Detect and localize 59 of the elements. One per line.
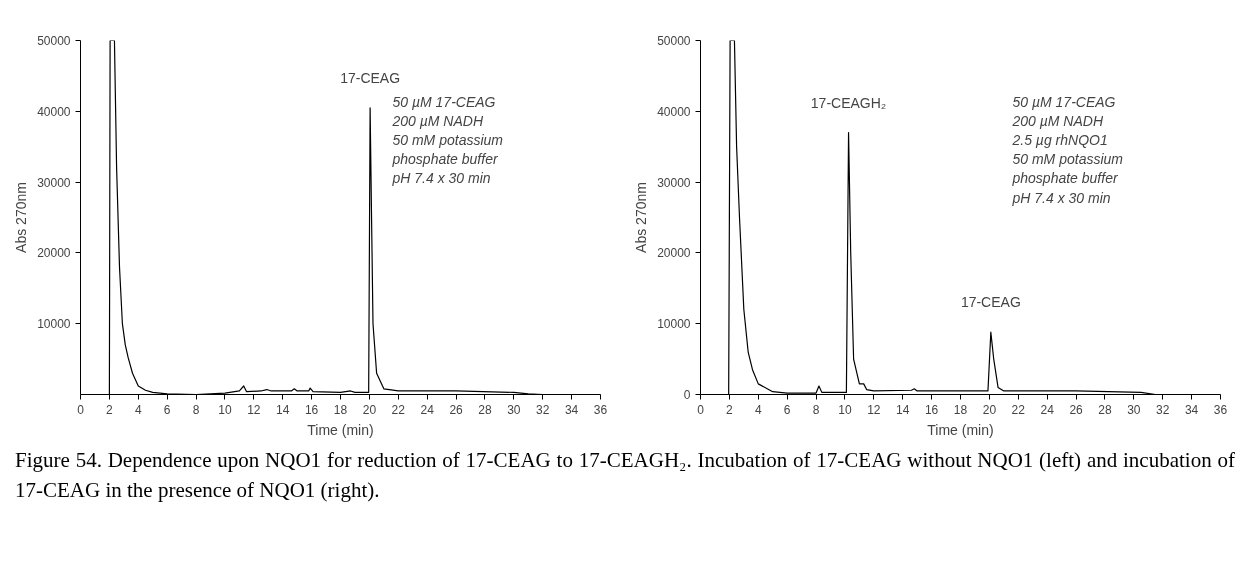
x-tick-label: 14 (276, 402, 290, 417)
x-tick-label: 8 (812, 402, 820, 417)
x-tick-label: 26 (449, 402, 464, 417)
annotation: 17-CEAG (340, 69, 401, 86)
caption: Figure 54. Dependence upon NQO1 for reduction of 17-CEAG to 17-CEAGH₂. Incubation of 17-CEAG without NQO1 (left) and incubation of 17-CEAG in the presence of NQO1 (right). (15, 447, 1235, 504)
x-tick-label: 30 (1127, 402, 1141, 417)
x-tick-label: 36 (593, 402, 608, 417)
x-tick-label: 30 (507, 402, 521, 417)
x-tick-label: 16 (924, 402, 939, 417)
y-tick-label: 30000 (37, 175, 71, 190)
x-tick-label: 20 (982, 402, 997, 417)
x-tick-label: 24 (1040, 402, 1055, 417)
x-tick-label: 14 (896, 402, 910, 417)
x-tick-label: 32 (536, 402, 550, 417)
x-tick-label: 36 (1213, 402, 1228, 417)
y-tick-label: 0 (683, 388, 691, 402)
x-tick-label: 8 (192, 402, 200, 417)
y-tick-label: 10000 (657, 317, 691, 332)
x-tick-label: 12 (867, 402, 881, 417)
x-tick-label: 18 (953, 402, 968, 417)
x-tick-label: 2 (726, 402, 734, 417)
y-axis-title: Abs 270nm (633, 182, 650, 253)
y-tick-label: 50000 (37, 34, 71, 48)
x-tick-label: 18 (333, 402, 348, 417)
x-tick-label: 0 (77, 402, 85, 417)
y-tick-label: 50000 (657, 34, 691, 48)
x-tick-label: 34 (564, 402, 579, 417)
x-tick-label: 22 (391, 402, 406, 417)
y-tick-label: 10000 (37, 317, 71, 332)
x-axis-title: Time (min) (927, 421, 994, 438)
annotation: 17-CEAG (960, 294, 1021, 311)
y-tick-label: 20000 (37, 246, 71, 261)
y-axis-title: Abs 270nm (13, 182, 30, 253)
x-tick-label: 28 (1098, 402, 1112, 417)
y-tick-label: 40000 (657, 104, 691, 119)
x-tick-label: 10 (838, 402, 852, 417)
x-tick-label: 0 (697, 402, 705, 417)
x-axis-title: Time (min) (307, 421, 374, 438)
annotation: 50 µM 17-CEAG 200 µM NADH 2.5 µg rhNQO1 50 mM potassium phosphate buffer pH 7.4 x 30 min (1011, 93, 1124, 206)
annotation: 50 µM 17-CEAG 200 µM NADH 50 mM potassium phosphate buffer pH 7.4 x 30 min (391, 93, 504, 187)
y-tick-label: 40000 (37, 104, 71, 119)
x-tick-label: 22 (1011, 402, 1026, 417)
y-tick-label: 20000 (657, 246, 691, 261)
x-tick-label: 24 (420, 402, 435, 417)
x-tick-label: 4 (134, 402, 142, 417)
x-tick-label: 2 (106, 402, 114, 417)
x-tick-label: 20 (362, 402, 377, 417)
x-tick-label: 26 (1069, 402, 1084, 417)
annotation: 17-CEAGH₂ (810, 94, 887, 111)
x-tick-label: 28 (478, 402, 492, 417)
y-tick-label: 30000 (657, 175, 691, 190)
x-tick-label: 32 (1156, 402, 1170, 417)
x-tick-label: 34 (1184, 402, 1199, 417)
x-tick-label: 12 (247, 402, 261, 417)
x-tick-label: 4 (754, 402, 762, 417)
x-tick-label: 16 (304, 402, 319, 417)
x-tick-label: 10 (218, 402, 232, 417)
x-tick-label: 6 (783, 402, 791, 417)
x-tick-label: 6 (163, 402, 171, 417)
